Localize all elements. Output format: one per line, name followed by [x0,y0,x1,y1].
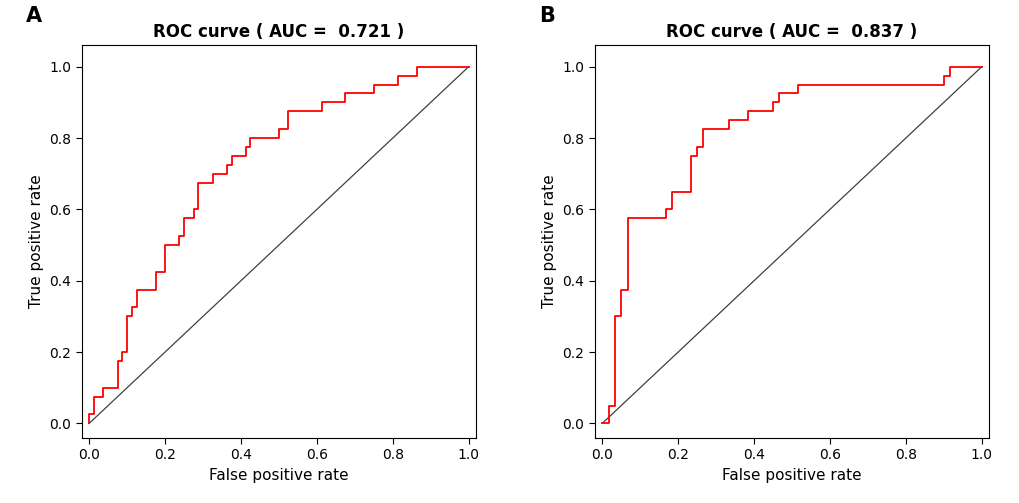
Title: ROC curve ( AUC =  0.721 ): ROC curve ( AUC = 0.721 ) [153,23,405,41]
X-axis label: False positive rate: False positive rate [209,468,348,482]
X-axis label: False positive rate: False positive rate [721,468,861,482]
Y-axis label: True positive rate: True positive rate [541,175,556,308]
Text: B: B [539,6,554,26]
Title: ROC curve ( AUC =  0.837 ): ROC curve ( AUC = 0.837 ) [665,23,917,41]
Y-axis label: True positive rate: True positive rate [29,175,44,308]
Text: A: A [26,6,43,26]
